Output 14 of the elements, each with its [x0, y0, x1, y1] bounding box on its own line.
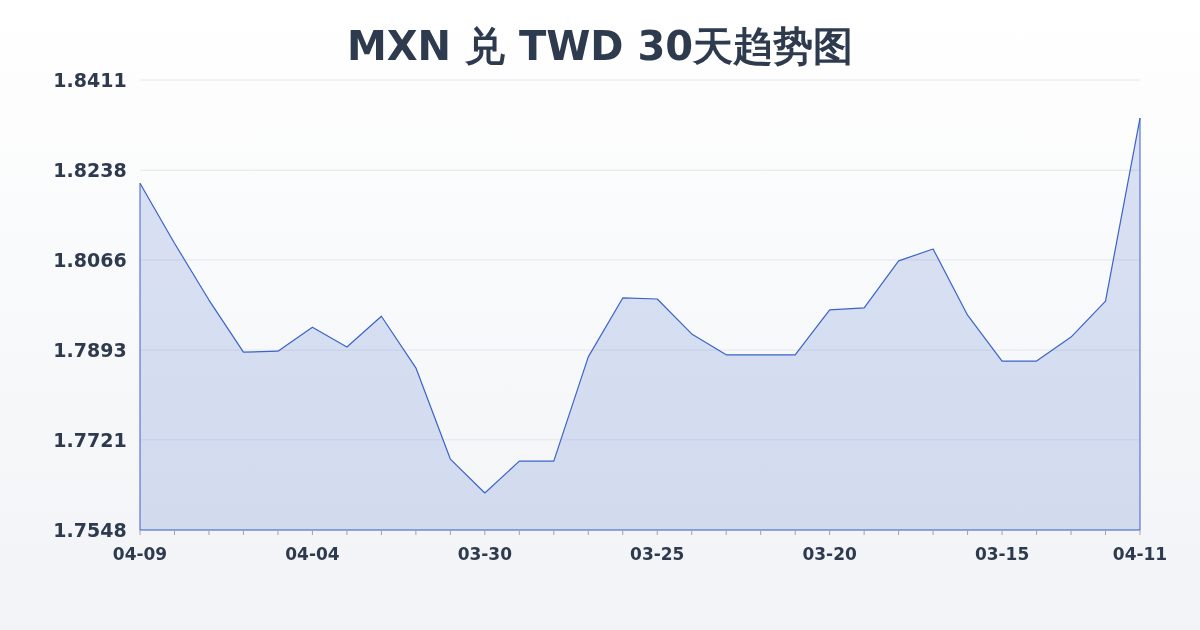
y-tick-label: 1.8066: [53, 248, 127, 271]
x-tick-label: 03-15: [974, 544, 1030, 564]
y-tick-label: 1.8411: [53, 69, 127, 91]
x-tick-label: 04-09: [112, 544, 168, 564]
chart-title: MXN 兑 TWD 30天趋势图: [346, 23, 854, 69]
x-tick-label: 03-25: [630, 544, 685, 564]
y-tick-label: 1.8238: [53, 159, 127, 182]
x-tick-label: 03-20: [802, 544, 858, 564]
y-tick-label: 1.7721: [53, 428, 127, 451]
y-tick-label: 1.7548: [53, 519, 127, 541]
x-tick-label: 04-11: [1112, 544, 1168, 564]
y-tick-label: 1.7893: [53, 339, 127, 362]
x-tick-label: 04-04: [285, 544, 340, 564]
x-tick-label: 03-30: [457, 544, 513, 564]
